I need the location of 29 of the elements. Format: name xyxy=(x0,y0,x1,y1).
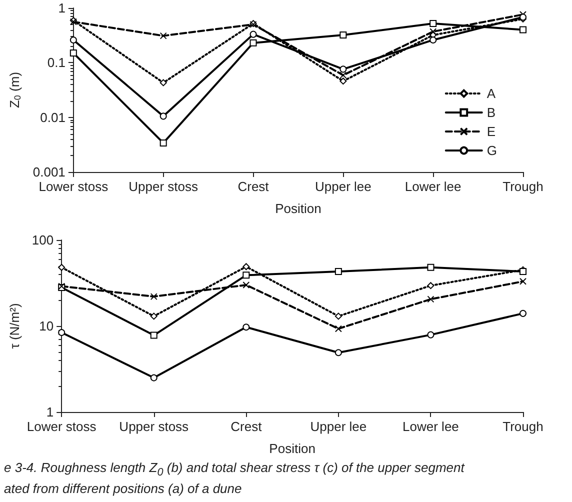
y-tick-label: 10 xyxy=(39,318,54,334)
legend-label: B xyxy=(486,105,496,120)
legend-label: A xyxy=(486,86,496,101)
x-tick-label: Lower stoss xyxy=(38,179,109,194)
y-tick-label: 100 xyxy=(32,232,54,248)
y-axis-title: Z0 (m) xyxy=(7,72,22,108)
x-tick-label: Upper lee xyxy=(314,179,372,194)
y-tick-label: 1 xyxy=(58,0,66,16)
text: ated from different positions (a) of a dune xyxy=(4,480,243,497)
x-axis-title: Position xyxy=(275,201,322,216)
y-tick-label: 1 xyxy=(46,404,54,420)
x-tick-label: Upper stoss xyxy=(128,179,199,194)
legend-label: G xyxy=(486,143,498,158)
text: e 3-4. Roughness length Z$_{0}$ (b) and total shear stress τ (c) of the upper segment xyxy=(4,460,466,481)
x-tick-label: Lower stoss xyxy=(26,419,97,434)
x-axis-title: Position xyxy=(269,441,316,456)
x-tick-label: Trough xyxy=(502,179,544,194)
y-tick-label: 0.01 xyxy=(40,110,66,125)
x-tick-label: Crest xyxy=(238,179,270,194)
x-tick-label: Upper stoss xyxy=(119,419,190,434)
x-tick-label: Lower lee xyxy=(402,419,459,434)
legend-label: E xyxy=(486,124,496,139)
x-tick-label: Lower lee xyxy=(404,179,462,194)
y-axis-title: τ (N/m²) xyxy=(7,303,22,349)
y-tick-label: 0.001 xyxy=(32,164,66,180)
x-tick-label: Crest xyxy=(230,419,262,434)
y-tick-label: 0.1 xyxy=(47,55,66,70)
x-tick-label: Upper lee xyxy=(310,419,367,434)
x-tick-label: Trough xyxy=(502,419,544,434)
